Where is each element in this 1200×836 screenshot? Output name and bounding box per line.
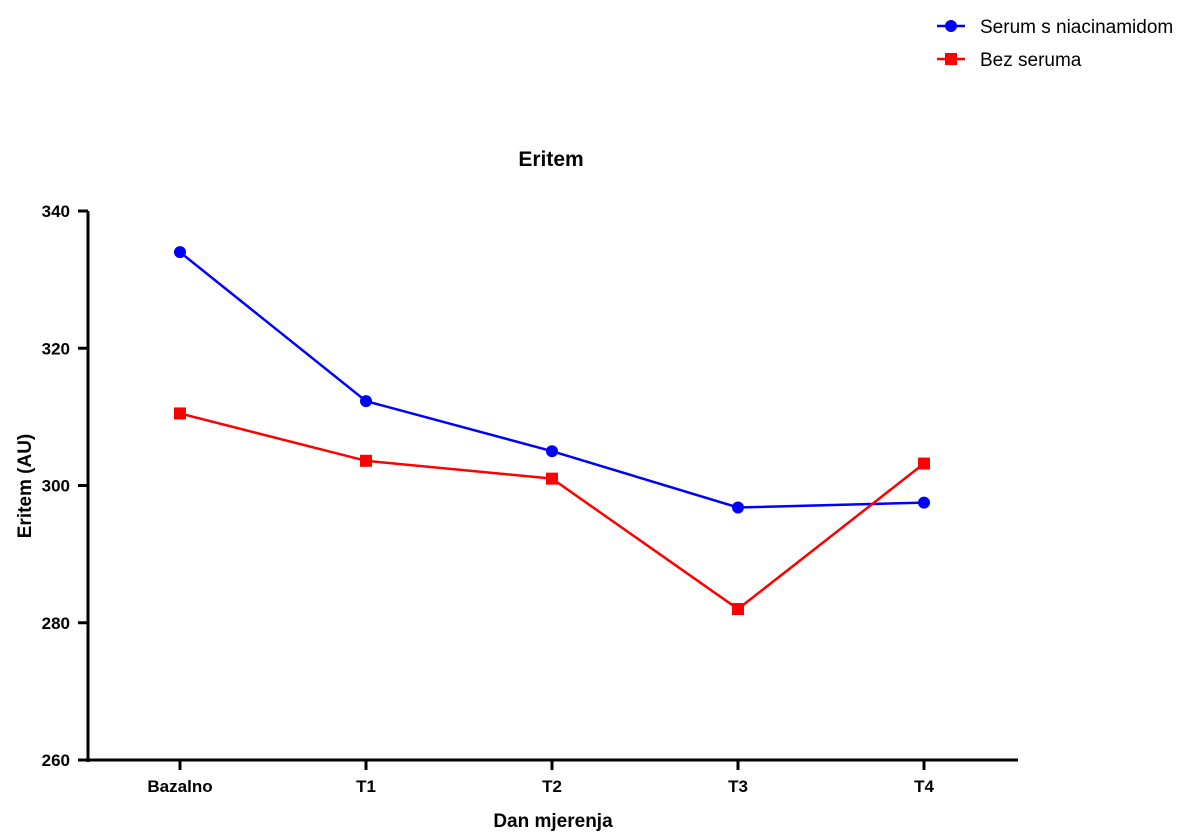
x-tick-label: T2	[542, 777, 562, 796]
data-point	[732, 603, 744, 616]
y-axis-title: Eritem (AU)	[15, 434, 36, 539]
y-tick-label: 280	[42, 614, 70, 633]
series-layer	[174, 246, 930, 616]
legend-label: Serum s niacinamidom	[980, 17, 1173, 38]
data-point	[360, 395, 372, 408]
y-tick-label: 260	[42, 751, 70, 770]
data-point	[174, 407, 186, 420]
series-line	[179, 251, 925, 509]
legend-marker	[945, 20, 957, 32]
x-tick-label: T4	[914, 777, 934, 796]
data-point	[174, 246, 186, 259]
legend-label: Bez seruma	[980, 50, 1082, 71]
legend-marker	[945, 53, 957, 65]
data-point	[732, 501, 744, 514]
data-point	[546, 445, 558, 458]
data-point	[918, 496, 930, 509]
legend-item: Bez seruma	[937, 50, 1082, 71]
series-2	[174, 407, 930, 616]
series-1	[174, 246, 930, 514]
y-tick-label: 340	[42, 202, 70, 221]
x-tick-label: T3	[728, 777, 748, 796]
series-line	[179, 412, 925, 611]
x-tick-label: T1	[356, 777, 376, 796]
x-axis-title: Dan mjerenja	[493, 811, 613, 832]
chart-title: Eritem	[518, 148, 583, 171]
y-tick-label: 300	[42, 477, 70, 496]
data-point	[918, 457, 930, 470]
x-tick-label: Bazalno	[147, 777, 212, 796]
y-tick-label: 320	[42, 339, 70, 358]
x-axis: Bazalno T1 T2 T3 T4	[86, 758, 1018, 796]
data-point	[546, 472, 558, 485]
y-axis: 260 280 300 320 340	[42, 202, 90, 770]
data-point	[360, 454, 372, 467]
legend: Serum s niacinamidom Bez seruma	[937, 17, 1173, 71]
legend-item: Serum s niacinamidom	[937, 17, 1173, 38]
